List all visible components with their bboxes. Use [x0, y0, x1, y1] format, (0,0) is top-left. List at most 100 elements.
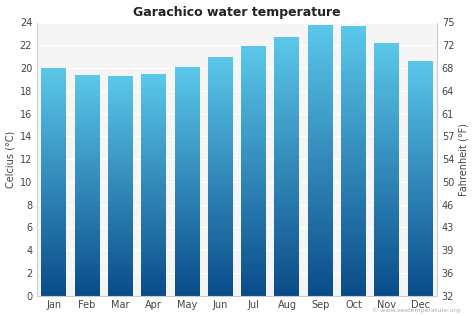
Bar — [408, 174, 433, 176]
Bar — [241, 138, 266, 140]
Bar — [41, 108, 66, 110]
Bar — [108, 87, 133, 89]
Bar — [274, 244, 300, 246]
Bar — [41, 220, 66, 222]
Bar — [41, 131, 66, 132]
Bar — [274, 89, 300, 91]
Bar — [141, 88, 166, 90]
Bar — [274, 57, 300, 59]
Bar — [108, 240, 133, 242]
Bar — [174, 280, 200, 282]
Bar — [174, 181, 200, 183]
Bar — [308, 250, 333, 253]
Bar — [374, 184, 400, 186]
Bar — [108, 286, 133, 288]
Bar — [308, 196, 333, 198]
Bar — [408, 165, 433, 167]
Bar — [141, 188, 166, 190]
Bar — [74, 209, 100, 211]
Bar — [274, 211, 300, 214]
Bar — [108, 204, 133, 206]
Bar — [41, 225, 66, 227]
Bar — [141, 144, 166, 146]
Bar — [108, 235, 133, 237]
Bar — [374, 140, 400, 142]
Bar — [208, 230, 233, 232]
Bar — [141, 262, 166, 264]
Bar — [408, 284, 433, 286]
Bar — [208, 194, 233, 196]
Bar — [108, 197, 133, 198]
Bar — [274, 166, 300, 169]
Bar — [341, 122, 366, 125]
Bar — [408, 227, 433, 229]
Bar — [141, 244, 166, 246]
Bar — [274, 197, 300, 199]
Bar — [308, 83, 333, 86]
Bar — [141, 257, 166, 258]
Bar — [74, 204, 100, 205]
Bar — [374, 83, 400, 85]
Bar — [408, 184, 433, 186]
Bar — [108, 274, 133, 276]
Bar — [208, 200, 233, 202]
Bar — [308, 221, 333, 223]
Bar — [241, 194, 266, 196]
Bar — [241, 225, 266, 227]
Bar — [341, 197, 366, 199]
Bar — [308, 38, 333, 40]
Bar — [174, 290, 200, 292]
Bar — [108, 167, 133, 169]
Bar — [74, 154, 100, 156]
Bar — [141, 87, 166, 88]
Bar — [41, 212, 66, 214]
Bar — [108, 213, 133, 215]
Bar — [274, 257, 300, 259]
Bar — [241, 162, 266, 165]
Bar — [341, 111, 366, 113]
Bar — [74, 284, 100, 286]
Bar — [308, 252, 333, 255]
Bar — [408, 104, 433, 106]
Bar — [374, 85, 400, 87]
Bar — [241, 190, 266, 192]
Bar — [374, 171, 400, 173]
Bar — [41, 206, 66, 208]
Bar — [308, 25, 333, 27]
Bar — [374, 56, 400, 58]
Bar — [141, 166, 166, 168]
Bar — [274, 229, 300, 231]
Bar — [208, 254, 233, 256]
Bar — [208, 266, 233, 268]
Bar — [74, 192, 100, 194]
Bar — [341, 244, 366, 246]
Bar — [141, 284, 166, 286]
Bar — [174, 137, 200, 139]
Bar — [74, 257, 100, 259]
Bar — [241, 262, 266, 264]
Bar — [408, 196, 433, 198]
Bar — [141, 268, 166, 270]
Bar — [408, 125, 433, 128]
Bar — [341, 179, 366, 181]
Bar — [208, 242, 233, 244]
Bar — [208, 94, 233, 96]
Bar — [374, 76, 400, 79]
Bar — [141, 85, 166, 87]
Bar — [208, 134, 233, 136]
Bar — [208, 140, 233, 142]
Bar — [141, 186, 166, 188]
Bar — [174, 109, 200, 111]
Bar — [374, 47, 400, 49]
Bar — [208, 162, 233, 164]
Bar — [141, 76, 166, 77]
Bar — [308, 293, 333, 295]
Bar — [308, 106, 333, 108]
Bar — [74, 211, 100, 213]
Bar — [408, 252, 433, 255]
Bar — [241, 59, 266, 61]
Bar — [141, 161, 166, 162]
Bar — [174, 120, 200, 122]
Bar — [74, 279, 100, 281]
Bar — [41, 191, 66, 193]
